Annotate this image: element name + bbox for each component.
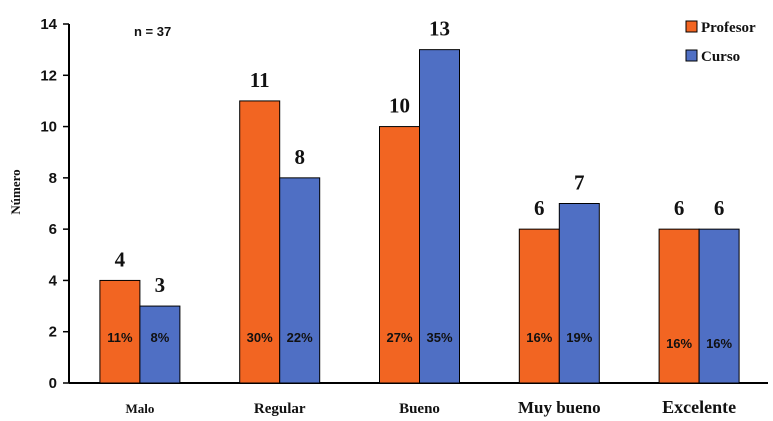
y-tick-label: 0 xyxy=(49,375,57,392)
bar-profesor xyxy=(239,100,281,384)
percent-label: 27% xyxy=(386,330,412,345)
value-label: 10 xyxy=(389,94,410,118)
bar-profesor xyxy=(518,228,560,384)
value-label: 6 xyxy=(534,196,545,220)
x-category-label: Malo xyxy=(125,401,154,416)
value-label: 7 xyxy=(574,171,585,195)
percent-label: 8% xyxy=(151,330,170,345)
y-tick-label: 10 xyxy=(40,119,57,136)
x-category-label: Regular xyxy=(254,401,306,417)
bar-curso xyxy=(279,177,321,384)
percent-label: 16% xyxy=(526,330,552,345)
bar-curso xyxy=(698,228,740,384)
value-label: 11 xyxy=(250,68,270,92)
x-category-label: Excelente xyxy=(662,397,736,417)
value-label: 3 xyxy=(155,273,166,297)
y-tick-label: 6 xyxy=(49,221,57,238)
legend-label-curso: Curso xyxy=(701,49,740,65)
bars xyxy=(99,49,740,384)
value-label: 13 xyxy=(429,17,450,41)
value-label: 4 xyxy=(115,247,126,271)
x-category-label: Bueno xyxy=(399,401,440,417)
x-category-labels: Malo Regular Bueno Muy bueno Excelente xyxy=(125,397,736,417)
percent-label: 30% xyxy=(247,330,273,345)
percent-label: 22% xyxy=(287,330,313,345)
sample-size-note: n = 37 xyxy=(134,24,171,39)
value-label: 8 xyxy=(294,145,305,169)
percent-label: 19% xyxy=(566,330,592,345)
y-axis-title: Número xyxy=(8,169,23,214)
bar-curso xyxy=(139,305,181,384)
y-tick-label: 4 xyxy=(49,272,58,289)
y-tick-label: 14 xyxy=(40,16,57,33)
percent-label: 11% xyxy=(107,330,133,345)
percent-label: 16% xyxy=(706,336,732,351)
bar-profesor xyxy=(379,126,420,384)
x-category-label: Muy bueno xyxy=(518,398,601,417)
value-label: 6 xyxy=(714,196,725,220)
y-tick-label: 8 xyxy=(49,170,57,187)
percent-label: 16% xyxy=(666,336,692,351)
bar-labels: 4 11% 3 8% 11 30% 8 22% 10 27% 13 35% 6 16% 7 19% 6 16% 6 1… xyxy=(107,17,732,351)
bar-curso xyxy=(558,203,600,384)
y-tick-label: 2 xyxy=(49,324,57,341)
legend-swatch-curso xyxy=(685,49,698,62)
legend-label-profesor: Profesor xyxy=(701,20,756,36)
percent-label: 35% xyxy=(426,330,452,345)
y-ticks: 0 2 4 6 8 10 12 14 xyxy=(40,16,69,392)
legend: Profesor Curso xyxy=(685,20,756,65)
value-label: 6 xyxy=(674,196,685,220)
bar-profesor xyxy=(658,228,700,384)
bar-curso xyxy=(419,49,460,384)
legend-swatch-profesor xyxy=(685,20,698,33)
y-tick-label: 12 xyxy=(40,67,57,84)
